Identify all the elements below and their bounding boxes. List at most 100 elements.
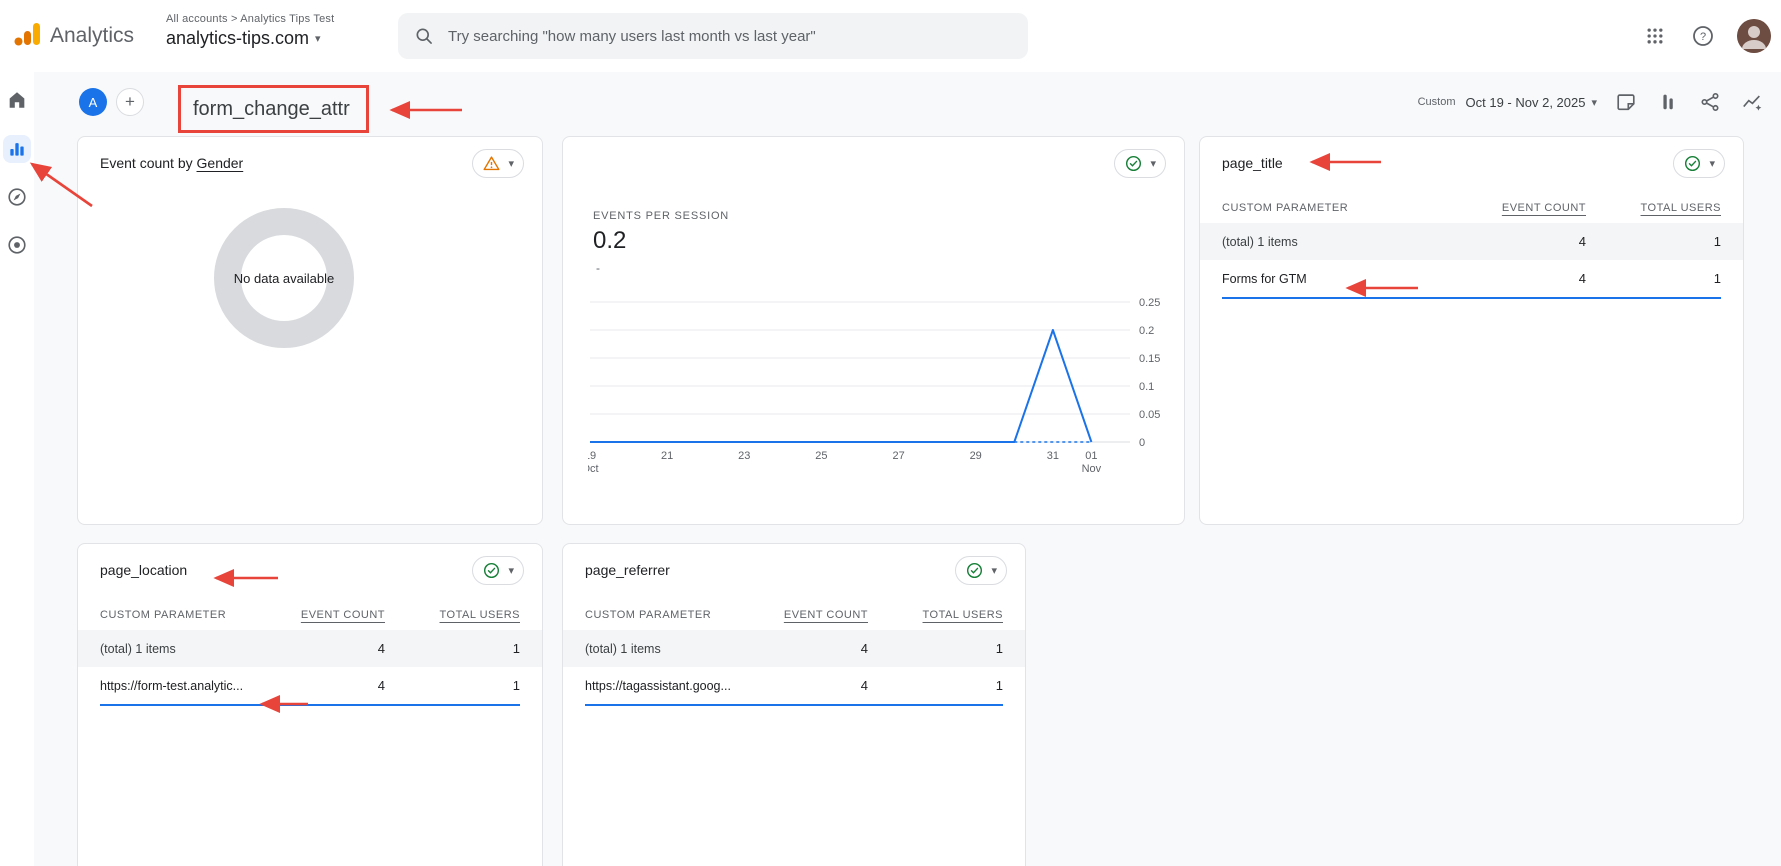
svg-text:21: 21 <box>661 450 673 462</box>
notes-icon[interactable] <box>1613 89 1639 115</box>
dimension-link[interactable]: Gender <box>196 155 244 171</box>
column-header-total-users[interactable]: TOTAL USERS <box>922 609 1003 621</box>
no-data-message: No data available <box>233 270 335 286</box>
table-row[interactable]: (total) 1 items 4 1 <box>1200 223 1743 260</box>
check-circle-icon <box>484 562 500 579</box>
nav-home[interactable] <box>3 86 31 114</box>
property-name: analytics-tips.com <box>166 28 310 48</box>
column-header-parameter[interactable]: CUSTOM PARAMETER <box>100 609 227 621</box>
metric-comparison: - <box>596 261 600 275</box>
date-range-type: Custom <box>1417 96 1456 108</box>
svg-text:0: 0 <box>1139 437 1145 449</box>
column-header-parameter[interactable]: CUSTOM PARAMETER <box>585 609 712 621</box>
apps-grid-icon[interactable] <box>1641 22 1669 50</box>
column-header-event-count[interactable]: EVENT COUNT <box>783 609 868 621</box>
chevron-down-icon: ▾ <box>991 565 997 577</box>
home-icon <box>9 92 25 108</box>
main-content: A + form_change_attr Custom Oct 19 - Nov… <box>34 72 1781 866</box>
table-row[interactable]: (total) 1 items 4 1 <box>78 630 542 667</box>
table-row[interactable]: https://form-test.analytic... 4 1 <box>78 667 542 704</box>
svg-text:Oct: Oct <box>588 463 599 475</box>
brand: Analytics <box>14 0 134 72</box>
table-row[interactable]: https://tagassistant.goog... 4 1 <box>563 667 1025 704</box>
svg-text:19: 19 <box>588 450 596 462</box>
data-quality-dropdown[interactable]: ▾ <box>1114 149 1166 178</box>
column-header-total-users[interactable]: TOTAL USERS <box>439 609 520 621</box>
search-input[interactable] <box>398 13 1028 59</box>
app-header: Analytics All accounts > Analytics Tips … <box>0 0 1781 72</box>
add-report-button[interactable]: + <box>116 88 144 116</box>
chevron-down-icon: ▾ <box>1709 158 1715 170</box>
row-event-count: 4 <box>1578 234 1586 249</box>
row-event-count: 4 <box>1578 271 1586 286</box>
svg-text:0.15: 0.15 <box>1139 353 1160 365</box>
donut-chart-empty: No data available <box>214 208 354 348</box>
card-title: page_location <box>100 562 188 578</box>
card-page-location: page_location ▾ CUSTOM PARAMETER EVENT C… <box>77 543 543 866</box>
card-title: page_referrer <box>585 562 670 578</box>
header-actions: ? <box>1641 0 1771 72</box>
row-event-count: 4 <box>860 678 868 693</box>
chevron-down-icon: ▾ <box>1591 96 1597 109</box>
svg-text:0.1: 0.1 <box>1139 381 1154 393</box>
chevron-down-icon: ▾ <box>508 158 514 170</box>
column-header-event-count[interactable]: EVENT COUNT <box>300 609 385 621</box>
share-icon[interactable] <box>1697 89 1723 115</box>
card-events-per-session: ▾ EVENTS PER SESSION 0.2 - 0 0.05 0.1 0.15 0… <box>562 136 1185 525</box>
analytics-logo-icon <box>14 22 40 51</box>
breadcrumb-account: Analytics Tips Test <box>240 13 335 25</box>
row-total-users: 1 <box>512 678 520 693</box>
parameter-table: CUSTOM PARAMETER EVENT COUNT TOTAL USERS… <box>1200 193 1743 299</box>
table-row[interactable]: Forms for GTM 4 1 <box>1200 260 1743 297</box>
data-quality-warning-dropdown[interactable]: ▾ <box>472 149 524 178</box>
column-header-event-count[interactable]: EVENT COUNT <box>1501 202 1586 214</box>
card-gender: Event count by Gender ▾ No data availabl… <box>77 136 543 525</box>
row-param: (total) 1 items <box>100 641 176 656</box>
check-circle-icon <box>1126 155 1142 172</box>
data-quality-dropdown[interactable]: ▾ <box>472 556 524 585</box>
chevron-down-icon: ▾ <box>1150 158 1156 170</box>
search-bar[interactable] <box>398 13 1028 59</box>
help-icon[interactable]: ? <box>1689 22 1717 50</box>
data-quality-dropdown[interactable]: ▾ <box>955 556 1007 585</box>
row-param: Forms for GTM <box>1222 271 1307 286</box>
nav-explore[interactable] <box>3 183 31 211</box>
row-total-users: 1 <box>995 678 1003 693</box>
data-quality-dropdown[interactable]: ▾ <box>1673 149 1725 178</box>
row-total-users: 1 <box>1713 271 1721 286</box>
svg-text:25: 25 <box>815 450 827 462</box>
left-nav <box>0 72 34 866</box>
check-circle-icon <box>1685 155 1701 172</box>
chevron-down-icon: ▾ <box>508 565 514 577</box>
table-row[interactable]: (total) 1 items 4 1 <box>563 630 1025 667</box>
explore-icon <box>8 188 26 206</box>
app-name: Analytics <box>50 24 135 47</box>
comparisons-icon[interactable] <box>1655 89 1681 115</box>
card-page-title: page_title ▾ CUSTOM PARAMETER EVENT COUN… <box>1199 136 1744 525</box>
nav-advertising[interactable] <box>3 231 31 259</box>
svg-text:0.05: 0.05 <box>1139 409 1160 421</box>
column-header-parameter[interactable]: CUSTOM PARAMETER <box>1222 202 1349 214</box>
report-title-highlight-box: form_change_attr <box>178 85 369 133</box>
row-total-users: 1 <box>995 641 1003 656</box>
breadcrumb-separator: > <box>230 13 238 25</box>
column-header-total-users[interactable]: TOTAL USERS <box>1640 202 1721 214</box>
insights-icon[interactable] <box>1739 89 1765 115</box>
advertising-icon <box>8 236 26 254</box>
row-event-count: 4 <box>377 678 385 693</box>
row-event-count: 4 <box>377 641 385 656</box>
account-switcher[interactable]: All accounts > Analytics Tips Test analy… <box>166 13 334 49</box>
date-range-picker[interactable]: Oct 19 - Nov 2, 2025 ▾ <box>1466 95 1597 110</box>
row-param: (total) 1 items <box>1222 234 1298 249</box>
report-title: form_change_attr <box>193 97 350 120</box>
card-title-prefix: Event count by <box>100 155 197 171</box>
nav-reports[interactable] <box>3 135 31 163</box>
metric-label: EVENTS PER SESSION <box>593 210 730 222</box>
date-range-value: Oct 19 - Nov 2, 2025 <box>1465 94 1586 110</box>
card-title: page_title <box>1222 155 1283 171</box>
svg-text:27: 27 <box>892 450 904 462</box>
svg-text:01: 01 <box>1085 450 1097 462</box>
user-avatar[interactable] <box>1737 19 1771 53</box>
report-avatar[interactable]: A <box>79 88 107 116</box>
card-page-referrer: page_referrer ▾ CUSTOM PARAMETER EVENT C… <box>562 543 1026 866</box>
